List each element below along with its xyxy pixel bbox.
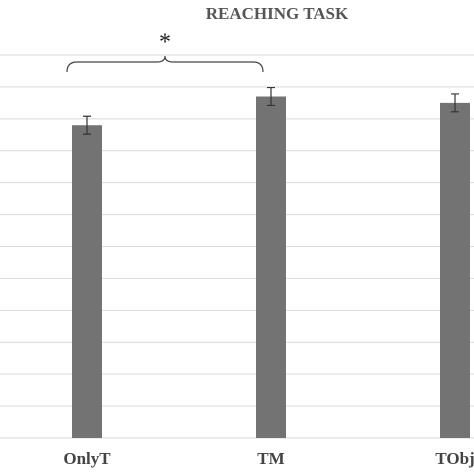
bar	[256, 96, 286, 438]
significance-bracket	[66, 55, 264, 73]
chart-title: REACHING TASK	[206, 4, 349, 23]
bar	[440, 102, 470, 438]
bar	[72, 125, 102, 438]
error-bar	[451, 93, 459, 113]
error-bar	[267, 86, 275, 107]
error-bar	[83, 115, 91, 135]
x-tick-label: OnlyT	[63, 449, 111, 468]
x-tick-label: TM	[257, 449, 284, 468]
x-tick-label: TObj	[435, 449, 474, 468]
significance-label: *	[159, 30, 171, 56]
